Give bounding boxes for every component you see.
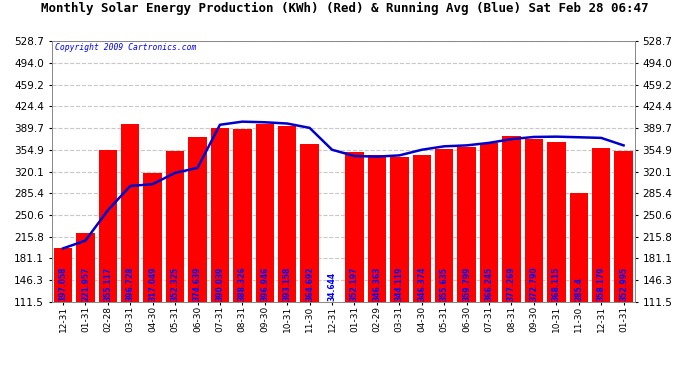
Bar bbox=[435, 149, 453, 302]
Text: 368.115: 368.115 bbox=[552, 266, 561, 301]
Bar bbox=[233, 129, 252, 302]
Bar bbox=[323, 302, 342, 350]
Bar bbox=[614, 151, 633, 302]
Text: 346.374: 346.374 bbox=[417, 266, 426, 301]
Bar bbox=[76, 233, 95, 302]
Bar bbox=[278, 126, 297, 302]
Text: 372.790: 372.790 bbox=[529, 266, 538, 301]
Text: 34.644: 34.644 bbox=[328, 272, 337, 301]
Text: 377.269: 377.269 bbox=[507, 266, 516, 301]
Text: 396.946: 396.946 bbox=[260, 266, 269, 301]
Text: 355.117: 355.117 bbox=[104, 266, 112, 301]
Bar bbox=[210, 128, 229, 302]
Text: 364.692: 364.692 bbox=[305, 266, 314, 301]
Bar bbox=[144, 174, 162, 302]
Text: 352.995: 352.995 bbox=[619, 267, 628, 301]
Text: 221.957: 221.957 bbox=[81, 266, 90, 301]
Text: 352.197: 352.197 bbox=[350, 266, 359, 301]
Text: 388.326: 388.326 bbox=[238, 266, 247, 301]
Text: 374.639: 374.639 bbox=[193, 266, 202, 301]
Text: Copyright 2009 Cartronics.com: Copyright 2009 Cartronics.com bbox=[55, 42, 196, 51]
Bar bbox=[547, 142, 566, 302]
Text: 346.363: 346.363 bbox=[373, 266, 382, 301]
Text: 285.4: 285.4 bbox=[574, 277, 583, 301]
Text: 358.179: 358.179 bbox=[597, 266, 606, 301]
Text: 197.058: 197.058 bbox=[59, 266, 68, 301]
Text: 359.799: 359.799 bbox=[462, 266, 471, 301]
Bar bbox=[569, 193, 588, 302]
Text: 366.245: 366.245 bbox=[484, 266, 493, 301]
Bar bbox=[121, 124, 139, 302]
Text: 352.325: 352.325 bbox=[170, 267, 179, 301]
Bar bbox=[457, 147, 476, 302]
Bar bbox=[255, 123, 274, 302]
Text: 355.635: 355.635 bbox=[440, 267, 449, 301]
Bar bbox=[480, 143, 498, 302]
Bar bbox=[99, 150, 117, 302]
Bar bbox=[166, 152, 184, 302]
Text: 393.158: 393.158 bbox=[283, 266, 292, 301]
Bar bbox=[345, 152, 364, 302]
Bar bbox=[368, 155, 386, 302]
Text: 344.119: 344.119 bbox=[395, 266, 404, 301]
Text: Monthly Solar Energy Production (KWh) (Red) & Running Avg (Blue) Sat Feb 28 06:4: Monthly Solar Energy Production (KWh) (R… bbox=[41, 2, 649, 15]
Bar bbox=[188, 138, 207, 302]
Text: 390.039: 390.039 bbox=[215, 266, 224, 301]
Text: 317.049: 317.049 bbox=[148, 266, 157, 301]
Bar bbox=[54, 248, 72, 302]
Bar bbox=[300, 144, 319, 302]
Bar bbox=[502, 136, 521, 302]
Bar bbox=[390, 156, 408, 302]
Text: 396.728: 396.728 bbox=[126, 266, 135, 301]
Bar bbox=[413, 155, 431, 302]
Bar bbox=[524, 139, 543, 302]
Bar bbox=[592, 148, 611, 302]
